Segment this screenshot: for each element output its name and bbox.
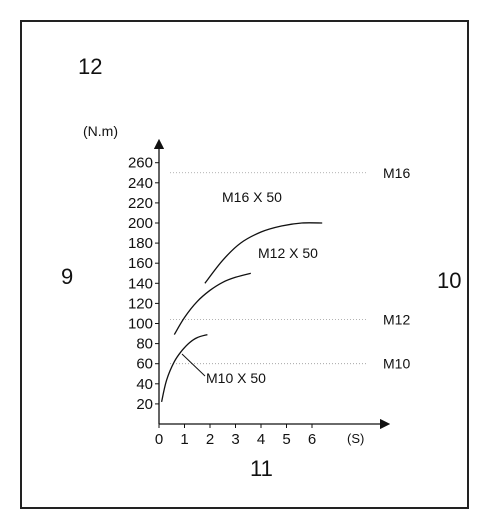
clock-label-left: 9 — [61, 264, 74, 289]
y-tick-label: 220 — [128, 195, 153, 212]
clock-label-right: 10 — [437, 268, 462, 293]
y-tick-label: 240 — [128, 175, 153, 192]
clock-label-bottom: 11 — [250, 456, 273, 481]
y-tick-label: 60 — [136, 356, 153, 373]
reference-label-m16: M16 — [383, 165, 410, 181]
x-tick-label: 6 — [308, 431, 316, 448]
y-tick-label: 180 — [128, 235, 153, 252]
series-line-m10-x-50 — [160, 333, 208, 403]
y-tick-label: 200 — [128, 215, 153, 232]
x-tick-label: 4 — [257, 431, 265, 448]
x-tick-label: 3 — [231, 431, 239, 448]
y-tick-label: 120 — [128, 295, 153, 312]
series-label-m10-x-50: M10 X 50 — [206, 370, 266, 386]
y-tick-label: 140 — [128, 275, 153, 292]
series-line-m16-x-50 — [204, 222, 323, 284]
x-tick-label: 2 — [206, 431, 214, 448]
series-leader-line-m10-x-50 — [181, 353, 206, 377]
y-tick-label: 40 — [136, 376, 153, 393]
y-axis-label: (N.m) — [83, 123, 118, 139]
y-tick-label: 100 — [128, 316, 153, 333]
series-label-m12-x-50: M12 X 50 — [258, 245, 318, 261]
y-tick-label: 80 — [136, 336, 153, 353]
clock-label-top: 12 — [78, 54, 103, 79]
y-tick-label: 260 — [128, 155, 153, 172]
x-axis-label: (S) — [347, 431, 364, 446]
series-line-m12-x-50 — [173, 272, 251, 335]
reference-label-m12: M12 — [383, 311, 410, 327]
x-tick-label: 1 — [180, 431, 188, 448]
y-tick-label: 160 — [128, 255, 153, 272]
series-label-m16-x-50: M16 X 50 — [222, 189, 282, 205]
figure-frame — [20, 20, 469, 509]
x-tick-label: 0 — [155, 431, 163, 448]
reference-label-m10: M10 — [383, 356, 410, 372]
y-tick-label: 20 — [136, 396, 153, 413]
x-tick-label: 5 — [282, 431, 290, 448]
